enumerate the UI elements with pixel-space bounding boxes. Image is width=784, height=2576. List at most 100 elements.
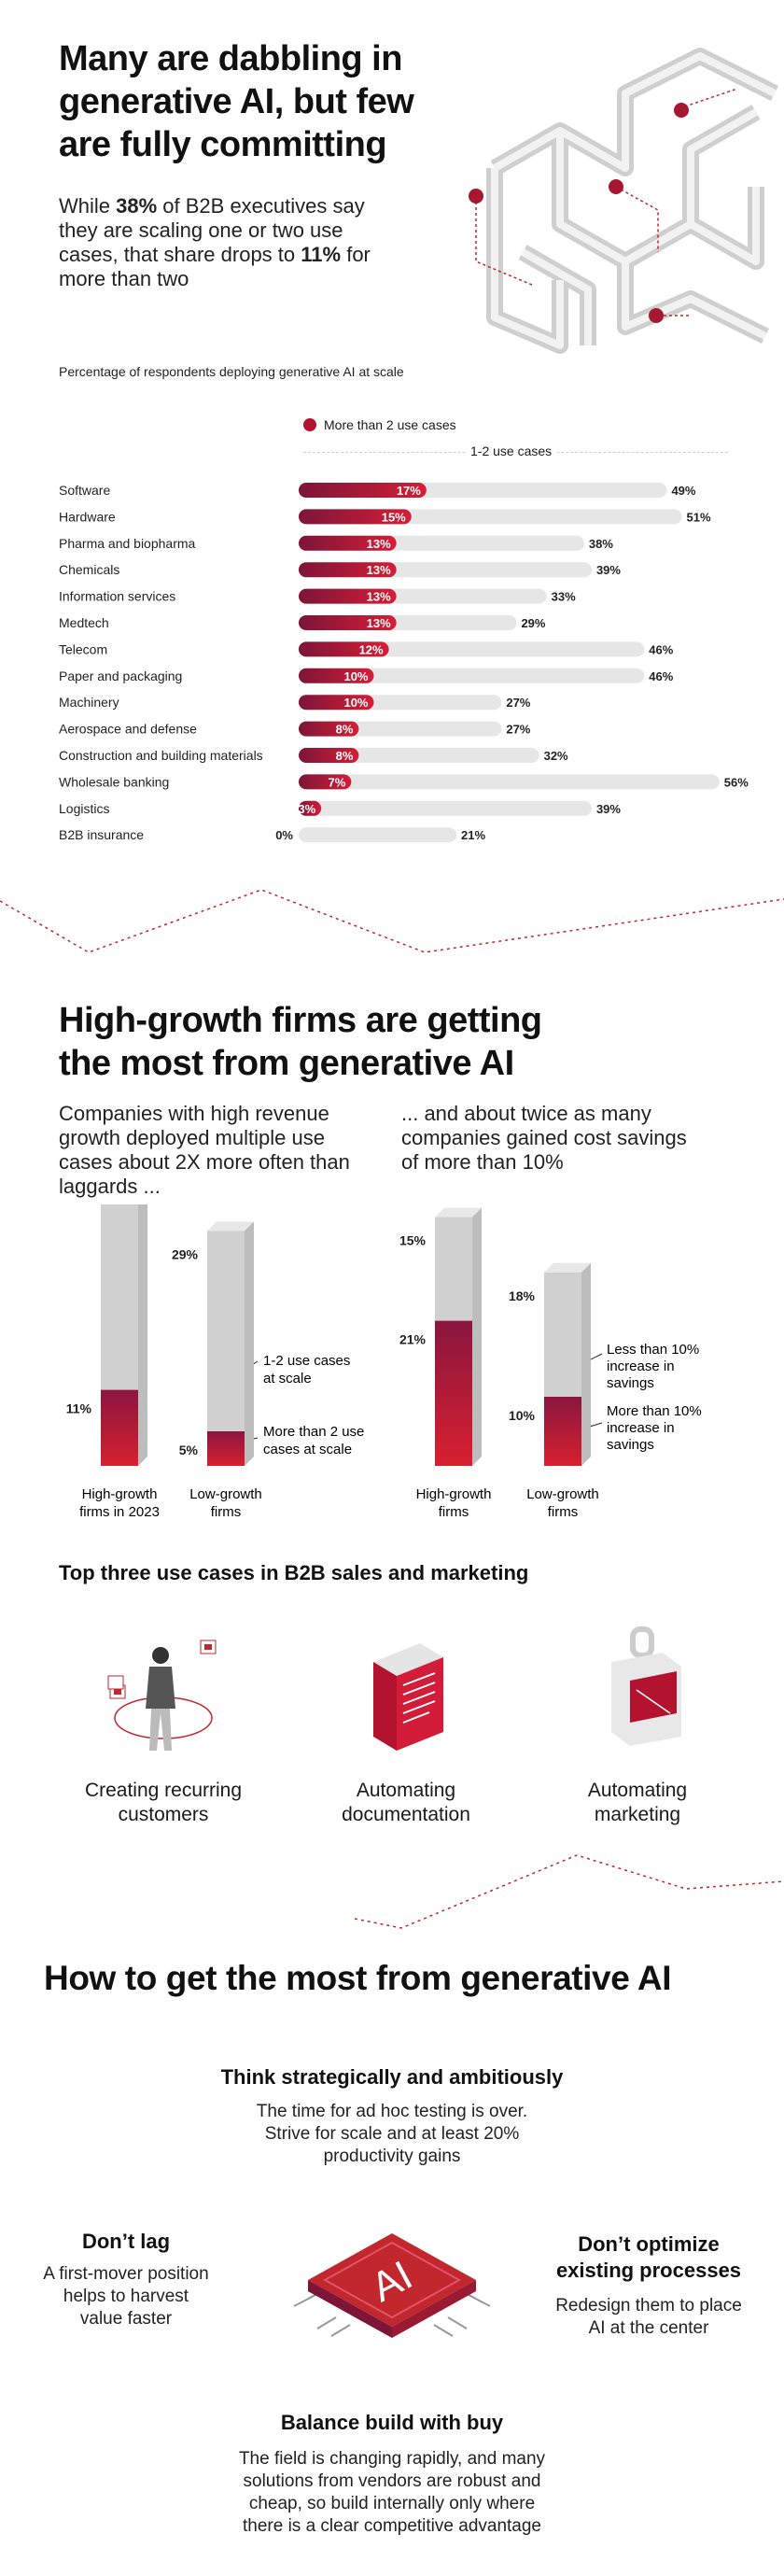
bar-more-than-2 [299,509,412,525]
section3-title: Top three use cases in B2B sales and mar… [59,1561,529,1584]
legend-label-12: 1-2 use cases [465,443,558,458]
pillar2-bottom-value: 5% [179,1443,199,1457]
pillar2-bottom-segment [207,1431,245,1466]
value-label-more: 17% [397,484,421,498]
pillar4-side [581,1262,591,1466]
value-label-1-2: 39% [596,802,621,816]
value-label-1-2: 56% [724,775,749,789]
bar-more-than-2 [299,721,359,737]
pillar4-bottom-segment [544,1397,581,1466]
legend-12-use: at scale [263,1371,312,1387]
bar-more-than-2 [299,695,374,711]
badge-icon [611,1626,681,1746]
bar-more-than-2 [299,641,389,657]
value-label-more: 7% [329,775,346,789]
category-label: B2B insurance [59,827,144,842]
ai-chip-icon: AI [293,2233,491,2338]
pillar3-label: High-growth [416,1486,492,1502]
pillar1-bottom-value: 11% [66,1401,92,1416]
value-label-1-2: 27% [506,723,530,737]
legend-dot-icon [303,418,316,431]
value-label-more: 8% [336,749,354,763]
pillar2-side [245,1221,254,1466]
pillar1-side [138,1204,147,1466]
value-label-1-2: 32% [544,749,568,763]
bar-1-2-use [299,827,457,843]
pillar3-top-value: 15% [399,1233,427,1248]
category-label: Machinery [59,695,119,710]
section2-left-lead: Companies with high revenue growth deplo… [59,1102,350,1198]
legend-less10: savings [607,1375,654,1391]
pillar4-label: firms [548,1504,579,1520]
value-label-1-2: 33% [552,590,576,604]
category-label: Pharma and biopharma [59,536,196,551]
pillar2-top-segment [207,1231,245,1431]
pillar2-top-value: 29% [172,1246,199,1261]
tip-top: Think strategically and ambitiously The … [159,2065,625,2168]
bar-more-than-2 [299,748,359,763]
title-line: the most from generative AI [59,1044,514,1083]
bar-1-2-use [299,668,645,683]
category-label: Hardware [59,509,116,524]
usecase-2: Automating documentation [342,1780,470,1825]
legend-more10: increase in [607,1420,675,1436]
legend-more10: savings [607,1437,654,1453]
pillar1-label: High-growth [82,1486,158,1502]
pillar1-label: firms in 2023 [79,1504,160,1520]
business-person-icon [107,1640,217,1751]
pillar2-label: Low-growth [189,1486,262,1502]
value-label-more: 13% [367,616,391,630]
bar-more-than-2 [299,562,397,578]
value-label-1-2: 51% [687,510,711,524]
tip-top-title: Think strategically and ambitiously [220,2065,564,2089]
legend-more10: More than 10% [607,1403,702,1419]
bar-more-than-2 [299,800,322,816]
value-label-1-2: 46% [649,642,673,656]
lead-stat-11: 11% [301,243,342,266]
bar-1-2-use [299,800,592,816]
pillar3-bottom-segment [435,1320,472,1466]
bar-more-than-2 [299,588,397,604]
documents-icon [373,1643,443,1751]
value-label-more: 10% [343,669,368,683]
pillar3-bottom-value: 21% [399,1332,427,1347]
value-label-1-2: 38% [589,537,613,551]
pillar4-top-segment [544,1272,581,1397]
pillar3-label: firms [439,1504,469,1520]
category-label: Information services [59,589,175,604]
maze-illustration [469,48,779,354]
category-label: Construction and building materials [59,748,263,763]
value-label-more: 13% [367,537,391,551]
value-label-more: 8% [336,723,354,737]
pillar2-label: firms [211,1504,242,1520]
pillar-charts: High-growth firms in 2023 Low-growth fir… [66,1204,702,1520]
value-label-1-2: 46% [649,669,673,683]
pillar1-top-segment [101,1204,138,1390]
pillar3-cap [435,1207,482,1218]
chart1-legend: More than 2 use cases [303,417,456,432]
legend-more2-use: More than 2 use [263,1424,364,1440]
pillar2-cap [207,1221,254,1232]
section2-title: High-growth firms are getting the most f… [59,999,712,1085]
value-label-more: 3% [298,802,315,816]
pillar1-bottom-segment [101,1389,138,1466]
legend-less10: Less than 10% [607,1342,699,1358]
category-label: Software [59,483,110,498]
section1-lead: While 38% of B2B executives say they are… [59,194,371,290]
value-label-more: 0% [275,828,293,842]
category-label: Aerospace and defense [59,722,197,737]
chart1-legend-line: 1-2 use cases [303,443,728,460]
category-label: Medtech [59,615,109,630]
title-line: generative AI, but few [59,82,414,121]
usecase-1: Creating recurring customers [84,1780,243,1825]
usecase-3: Automating marketing [587,1780,688,1825]
title-line: Many are dabbling in [59,39,402,78]
value-label-1-2: 21% [461,828,485,842]
section1-title: Many are dabbling in generative AI, but … [59,37,469,166]
chart1-title: Percentage of respondents deploying gene… [59,364,404,379]
category-label: Paper and packaging [59,669,182,683]
tip-right: Don’t optimize existing processes Redesi… [532,2231,765,2340]
tip-left: Don’t lag A first-mover position helps t… [23,2230,229,2330]
lead-stat-38: 38% [116,194,158,218]
dashed-divider [0,889,784,953]
